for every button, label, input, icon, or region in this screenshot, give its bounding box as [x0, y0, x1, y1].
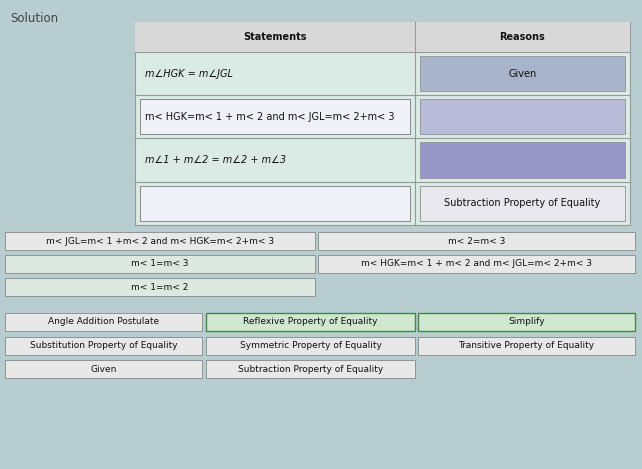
FancyBboxPatch shape [5, 255, 315, 273]
Text: Subtraction Property of Equality: Subtraction Property of Equality [444, 198, 601, 208]
FancyBboxPatch shape [206, 337, 415, 355]
Text: Reflexive Property of Equality: Reflexive Property of Equality [243, 318, 377, 326]
FancyBboxPatch shape [318, 232, 635, 250]
FancyBboxPatch shape [206, 313, 415, 331]
FancyBboxPatch shape [418, 337, 635, 355]
Text: m< 1=m< 3: m< 1=m< 3 [131, 259, 189, 268]
FancyBboxPatch shape [420, 143, 625, 178]
Text: m< JGL=m< 1 +m< 2 and m< HGK=m< 2+m< 3: m< JGL=m< 1 +m< 2 and m< HGK=m< 2+m< 3 [46, 236, 274, 245]
Text: Substitution Property of Equality: Substitution Property of Equality [30, 341, 177, 350]
FancyBboxPatch shape [420, 186, 625, 221]
FancyBboxPatch shape [420, 99, 625, 135]
Text: m∠1 + m∠2 = m∠2 + m∠3: m∠1 + m∠2 = m∠2 + m∠3 [145, 155, 286, 165]
FancyBboxPatch shape [5, 337, 202, 355]
FancyBboxPatch shape [5, 360, 202, 378]
Text: m< HGK=m< 1 + m< 2 and m< JGL=m< 2+m< 3: m< HGK=m< 1 + m< 2 and m< JGL=m< 2+m< 3 [145, 112, 394, 122]
FancyBboxPatch shape [140, 99, 410, 135]
FancyBboxPatch shape [5, 278, 315, 296]
Text: m< 1=m< 2: m< 1=m< 2 [132, 282, 189, 292]
FancyBboxPatch shape [135, 22, 630, 225]
FancyBboxPatch shape [318, 255, 635, 273]
FancyBboxPatch shape [140, 186, 410, 221]
Text: Given: Given [508, 68, 537, 79]
Text: Transitive Property of Equality: Transitive Property of Equality [458, 341, 594, 350]
Text: m< 2=m< 3: m< 2=m< 3 [448, 236, 505, 245]
Text: Symmetric Property of Equality: Symmetric Property of Equality [239, 341, 381, 350]
Text: Subtraction Property of Equality: Subtraction Property of Equality [238, 364, 383, 373]
FancyBboxPatch shape [5, 232, 315, 250]
FancyBboxPatch shape [135, 22, 630, 52]
FancyBboxPatch shape [5, 313, 202, 331]
FancyBboxPatch shape [420, 56, 625, 91]
Text: Given: Given [91, 364, 117, 373]
Text: Reasons: Reasons [499, 32, 545, 42]
Text: Angle Addition Postulate: Angle Addition Postulate [48, 318, 159, 326]
FancyBboxPatch shape [206, 360, 415, 378]
Text: Solution: Solution [10, 12, 58, 25]
Text: m< HGK=m< 1 + m< 2 and m< JGL=m< 2+m< 3: m< HGK=m< 1 + m< 2 and m< JGL=m< 2+m< 3 [361, 259, 592, 268]
Text: Statements: Statements [243, 32, 307, 42]
Text: Simplify: Simplify [508, 318, 545, 326]
FancyBboxPatch shape [418, 313, 635, 331]
Text: m∠HGK = m∠JGL: m∠HGK = m∠JGL [145, 68, 233, 79]
